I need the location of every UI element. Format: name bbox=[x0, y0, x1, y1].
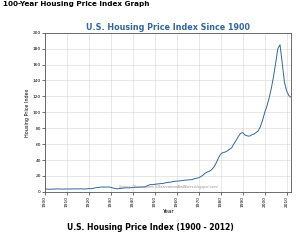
Text: Source: Observations (ObservationsAndNotes.blogspot.com): Source: Observations (ObservationsAndNot… bbox=[118, 185, 218, 189]
Text: 100-Year Housing Price Index Graph: 100-Year Housing Price Index Graph bbox=[3, 1, 149, 7]
Text: U.S. Housing Price Index (1900 - 2012): U.S. Housing Price Index (1900 - 2012) bbox=[67, 223, 233, 232]
X-axis label: Year: Year bbox=[162, 208, 174, 214]
Y-axis label: Housing Price Index: Housing Price Index bbox=[25, 88, 30, 136]
Title: U.S. Housing Price Index Since 1900: U.S. Housing Price Index Since 1900 bbox=[86, 23, 250, 32]
